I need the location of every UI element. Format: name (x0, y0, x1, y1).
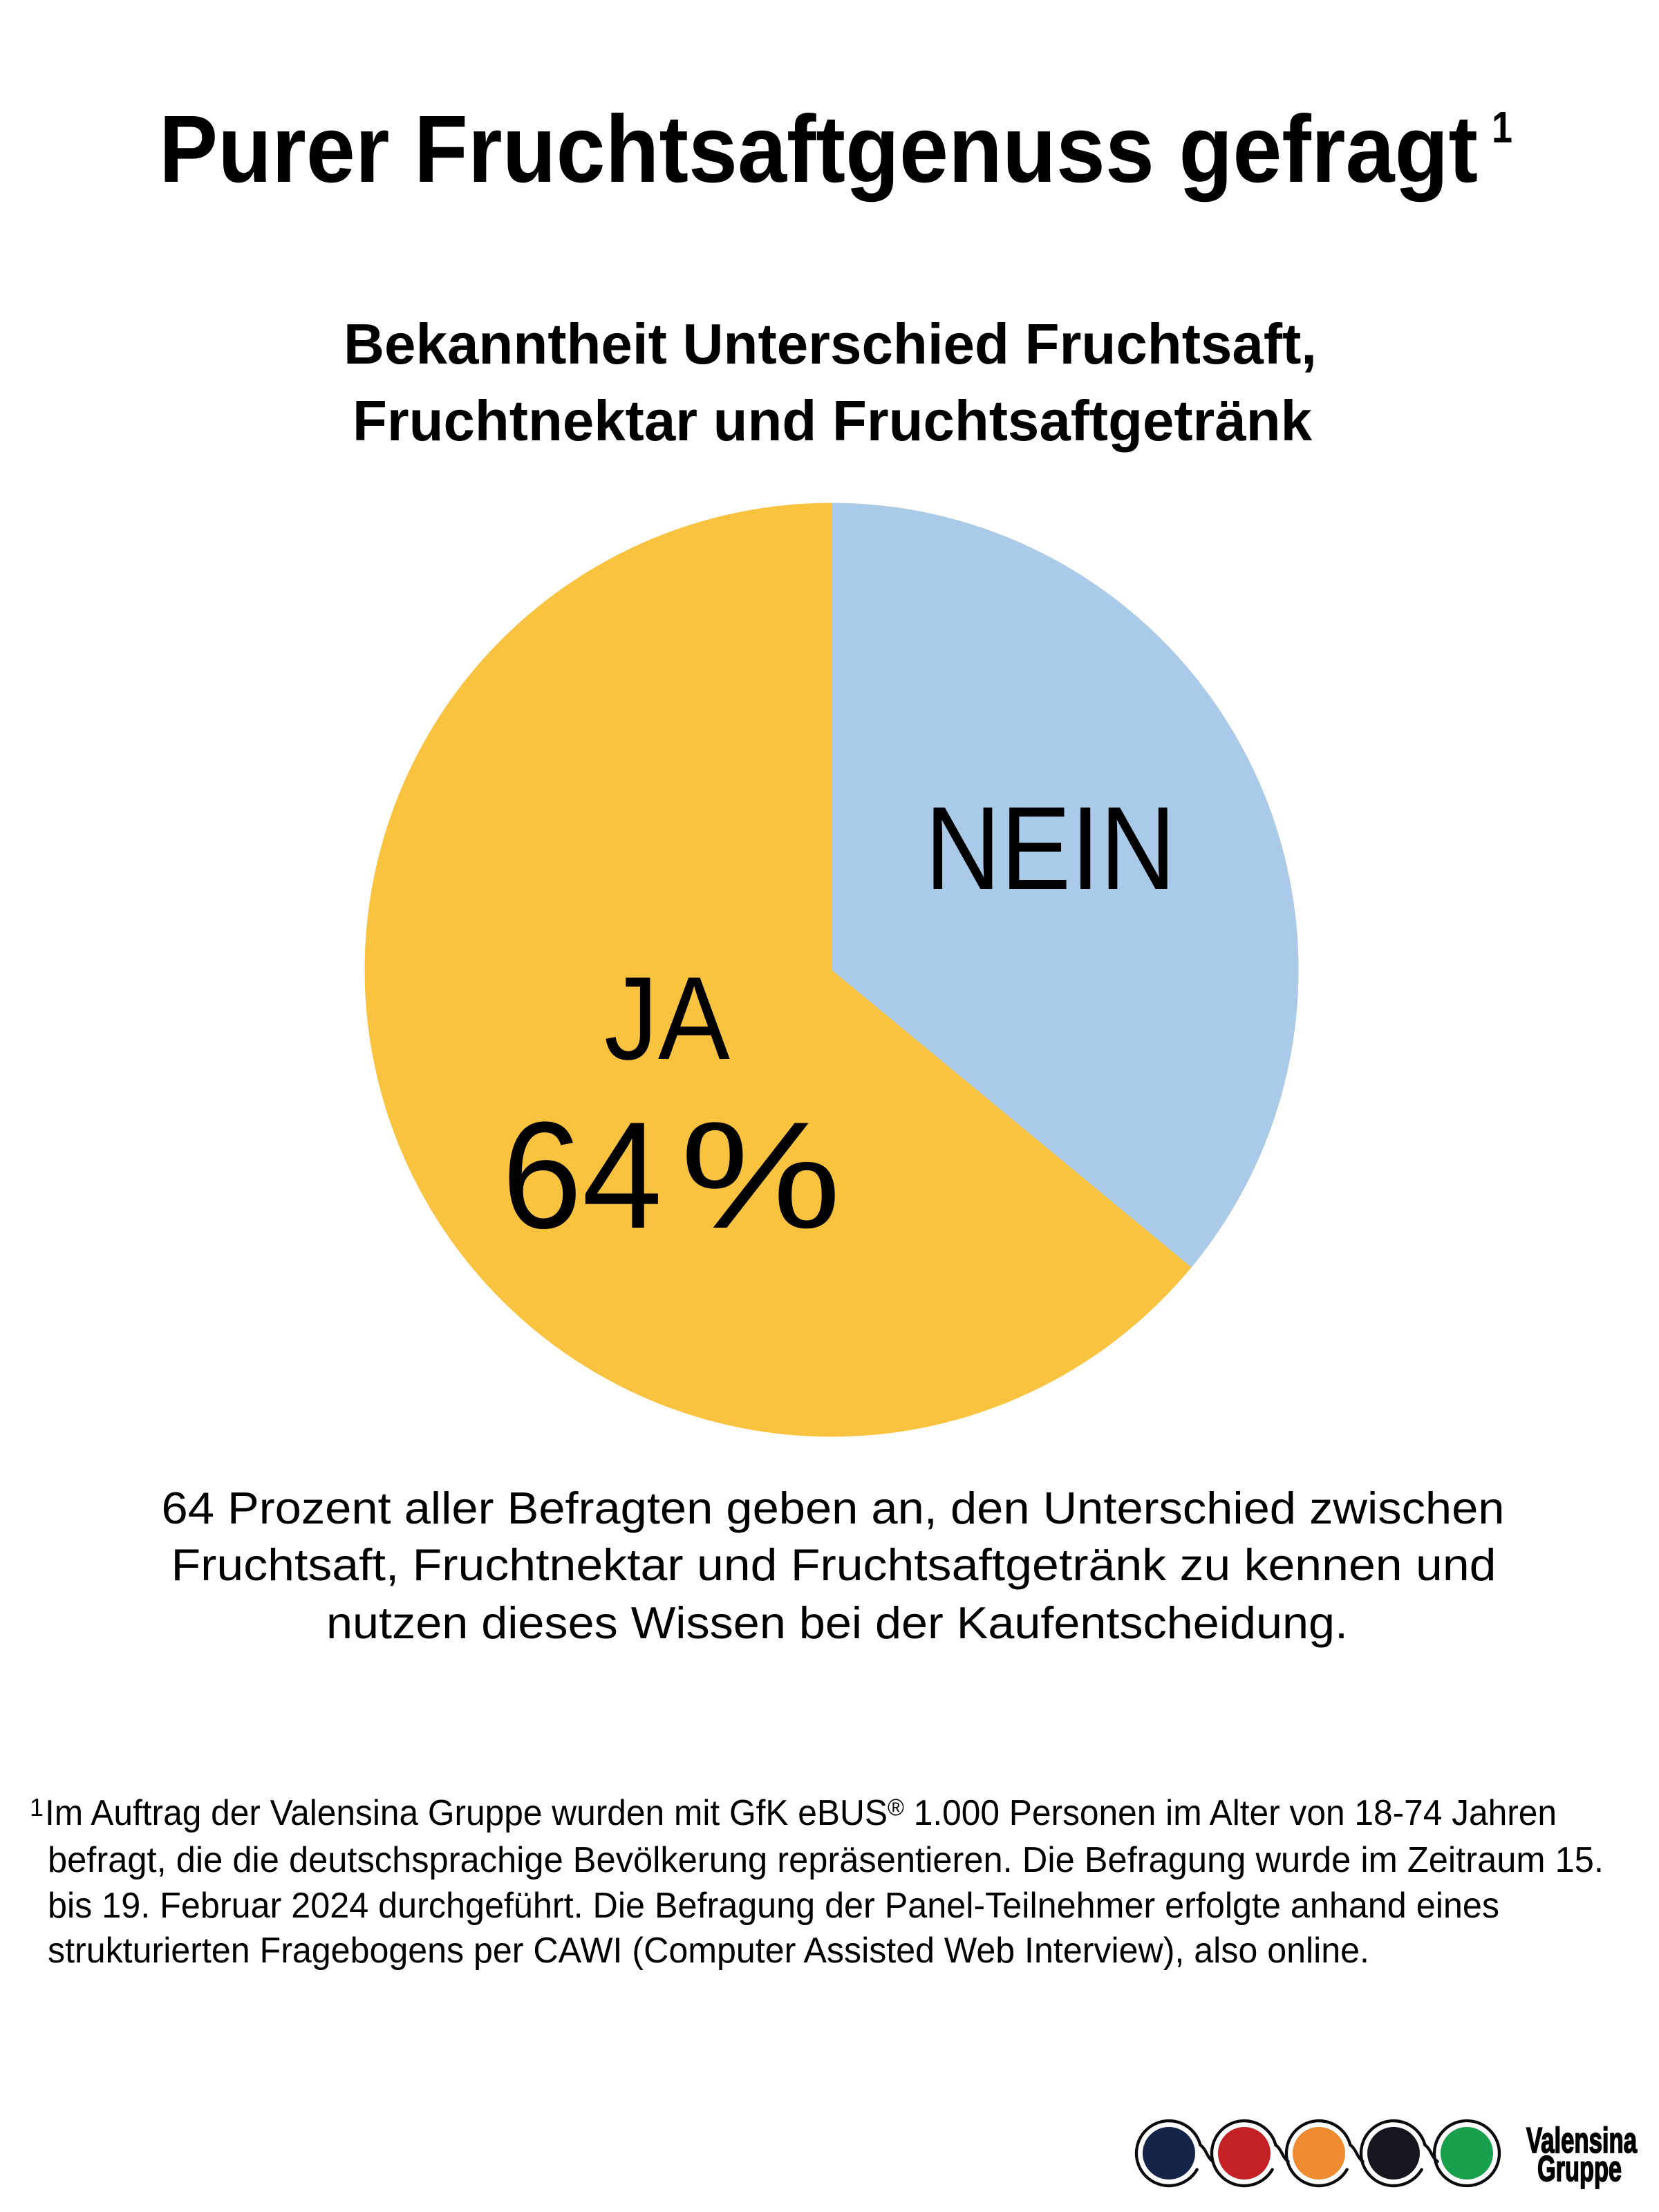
svg-text:Fruchtsaft, Fruchtnektar und F: Fruchtsaft, Fruchtnektar und Fruchtsaftg… (171, 1539, 1497, 1590)
svg-text:Fruchtnektar und Fruchtsaftget: Fruchtnektar und Fruchtsaftgetränk (353, 388, 1313, 453)
svg-text:Gruppe: Gruppe (1537, 2149, 1622, 2189)
svg-text:64 Prozent aller Befragten geb: 64 Prozent aller Befragten geben an, den… (162, 1483, 1505, 1533)
svg-text:Purer Fruchtsaftgenuss gefragt: Purer Fruchtsaftgenuss gefragt (159, 96, 1478, 203)
svg-text:Valensina: Valensina (1526, 2121, 1638, 2161)
svg-text:NEIN: NEIN (925, 782, 1176, 915)
svg-text:Bekanntheit Unterschied Frucht: Bekanntheit Unterschied Fruchtsaft, (344, 312, 1317, 376)
svg-text:64: 64 (502, 1090, 662, 1260)
svg-text:1: 1 (30, 1793, 44, 1821)
svg-text:Im Auftrag der Valensina Grupp: Im Auftrag der Valensina Gruppe wurden m… (45, 1793, 1557, 1833)
svg-text:%: % (680, 1090, 841, 1260)
svg-text:befragt, die die deutschsprach: befragt, die die deutschsprachige Bevölk… (48, 1840, 1604, 1880)
svg-text:strukturierten Fragebogens per: strukturierten Fragebogens per CAWI (Com… (48, 1931, 1369, 1971)
svg-text:1: 1 (1492, 102, 1512, 152)
svg-text:JA: JA (604, 953, 730, 1085)
svg-text:bis 19. Februar 2024 durchgefü: bis 19. Februar 2024 durchgeführt. Die B… (48, 1886, 1499, 1926)
svg-text:nutzen dieses Wissen bei der K: nutzen dieses Wissen bei der Kaufentsche… (326, 1597, 1348, 1648)
